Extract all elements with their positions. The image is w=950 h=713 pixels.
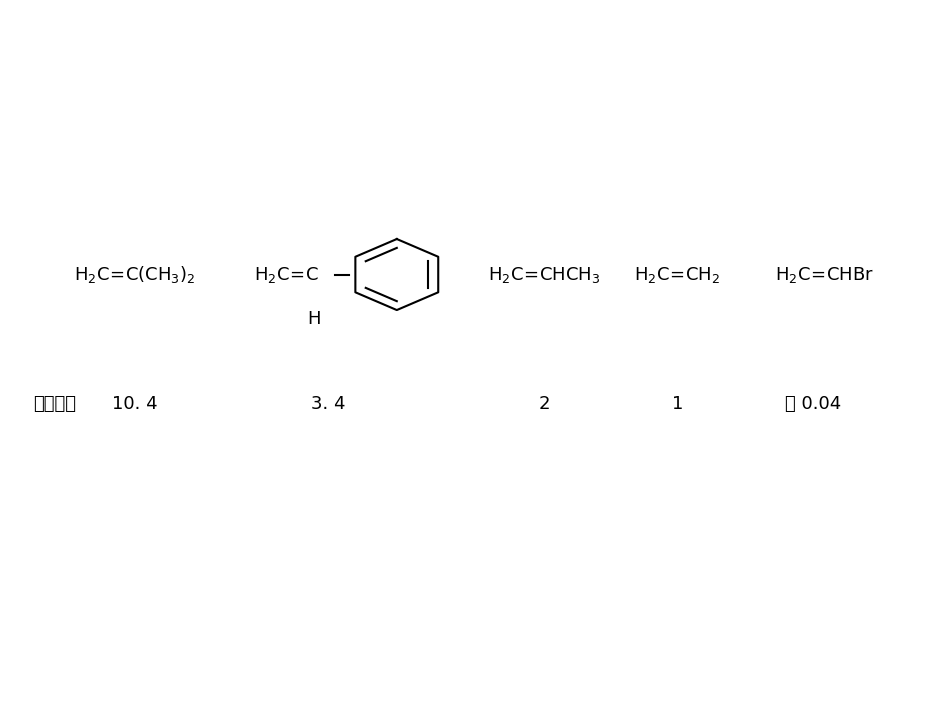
Text: $\rm H_2C\!=\!C$: $\rm H_2C\!=\!C$ xyxy=(254,265,318,284)
Text: ＜ 0.04: ＜ 0.04 xyxy=(786,395,842,414)
Text: $\rm H_2C\!=\!CHCH_3$: $\rm H_2C\!=\!CHCH_3$ xyxy=(487,265,600,284)
Text: 10. 4: 10. 4 xyxy=(112,395,158,414)
Text: 3. 4: 3. 4 xyxy=(311,395,345,414)
Text: $\rm H_2C\!=\!C(CH_3)_2$: $\rm H_2C\!=\!C(CH_3)_2$ xyxy=(74,264,196,285)
Text: 2: 2 xyxy=(539,395,550,414)
Text: $\rm H$: $\rm H$ xyxy=(307,310,321,328)
Text: $\rm H_2C\!=\!CHBr$: $\rm H_2C\!=\!CHBr$ xyxy=(775,265,874,284)
Text: 相对速率: 相对速率 xyxy=(33,395,76,414)
Text: $\rm H_2C\!=\!CH_2$: $\rm H_2C\!=\!CH_2$ xyxy=(635,265,720,284)
Text: 1: 1 xyxy=(672,395,683,414)
